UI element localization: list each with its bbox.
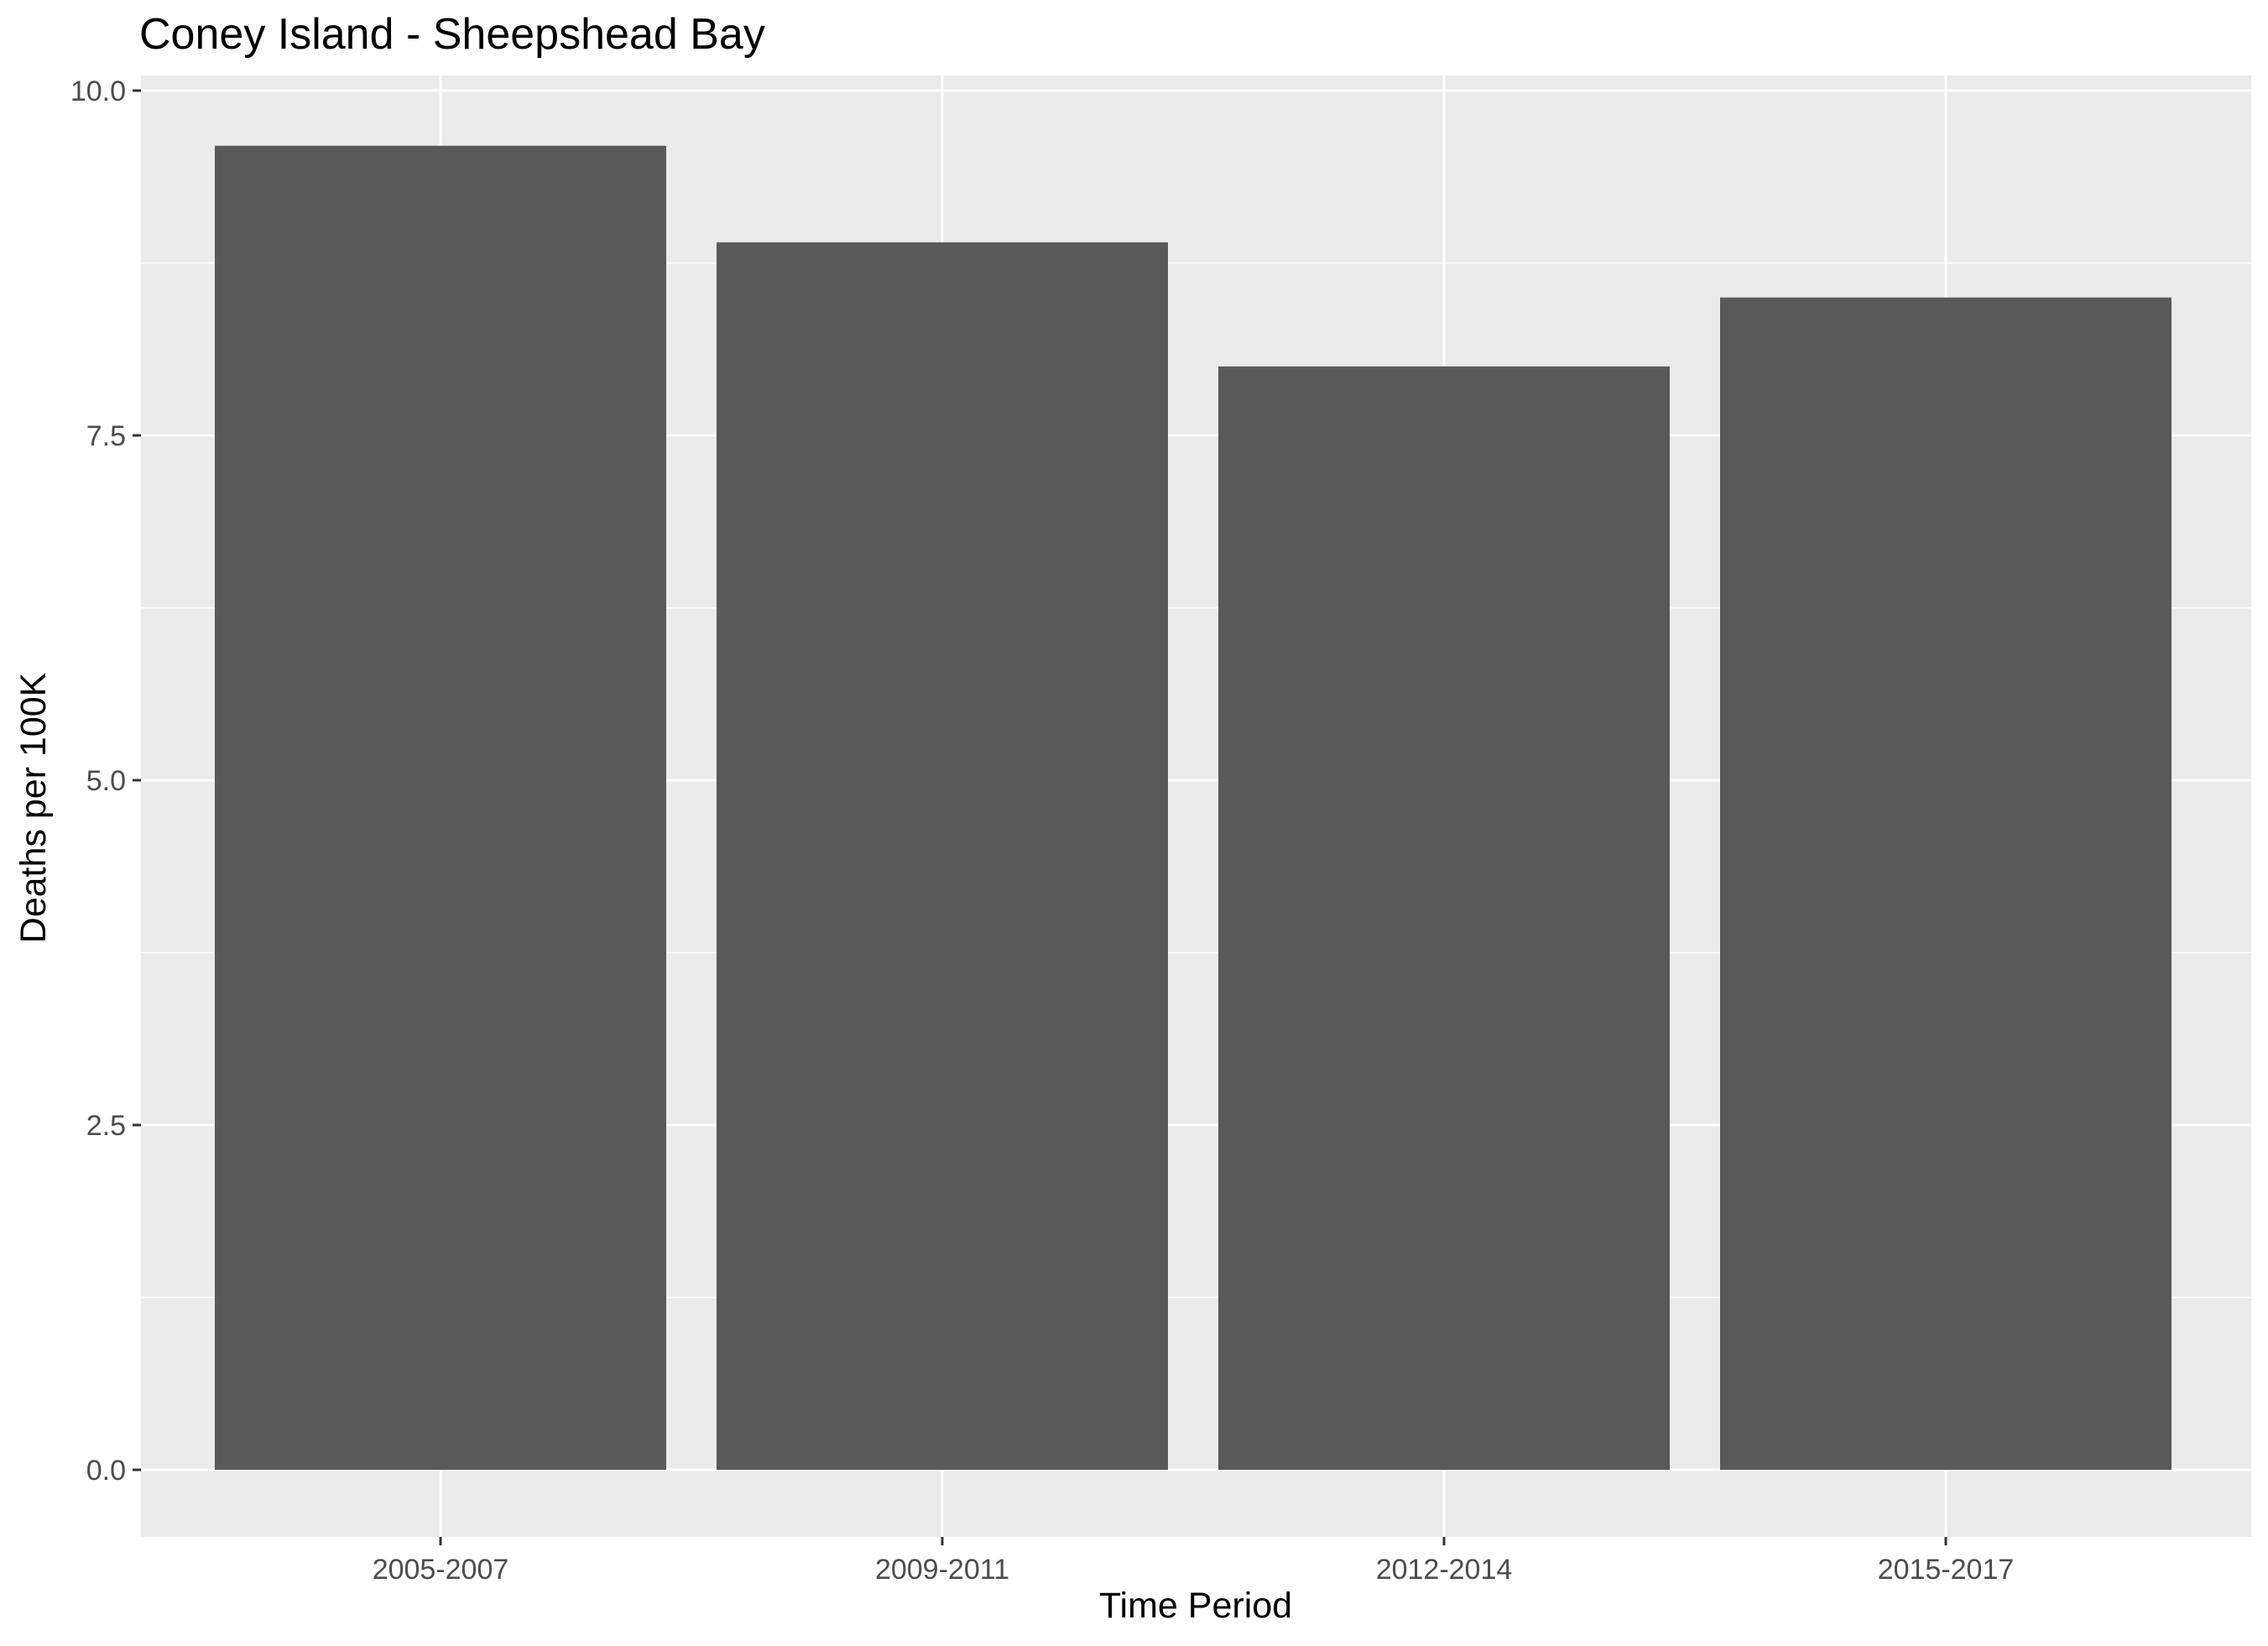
y-axis: 0.0 2.5 5.0 7.5 10.0 [70,76,141,1487]
bar-2009-2011 [717,242,1168,1471]
x-axis: 2005-2007 2009-2011 2012-2014 2015-2017 [373,1537,2015,1586]
x-tick-label: 2009-2011 [875,1554,1009,1586]
y-tick-label: 2.5 [86,1110,126,1142]
x-axis-title: Time Period [1099,1586,1292,1626]
bar-2015-2017 [1720,297,2172,1471]
bars [215,145,2172,1471]
bar-2005-2007 [215,145,666,1470]
x-tick-label: 2015-2017 [1878,1554,2015,1586]
bar-2012-2014 [1218,366,1670,1470]
y-tick-label: 7.5 [86,420,126,452]
x-tick-label: 2012-2014 [1376,1554,1513,1586]
y-axis-title: Deaths per 100K [13,672,54,943]
x-tick-label: 2005-2007 [373,1554,509,1586]
chart-title: Coney Island - Sheepshead Bay [139,10,765,59]
y-tick-label: 0.0 [86,1455,126,1487]
y-tick-label: 5.0 [86,765,126,797]
y-tick-label: 10.0 [70,76,126,107]
